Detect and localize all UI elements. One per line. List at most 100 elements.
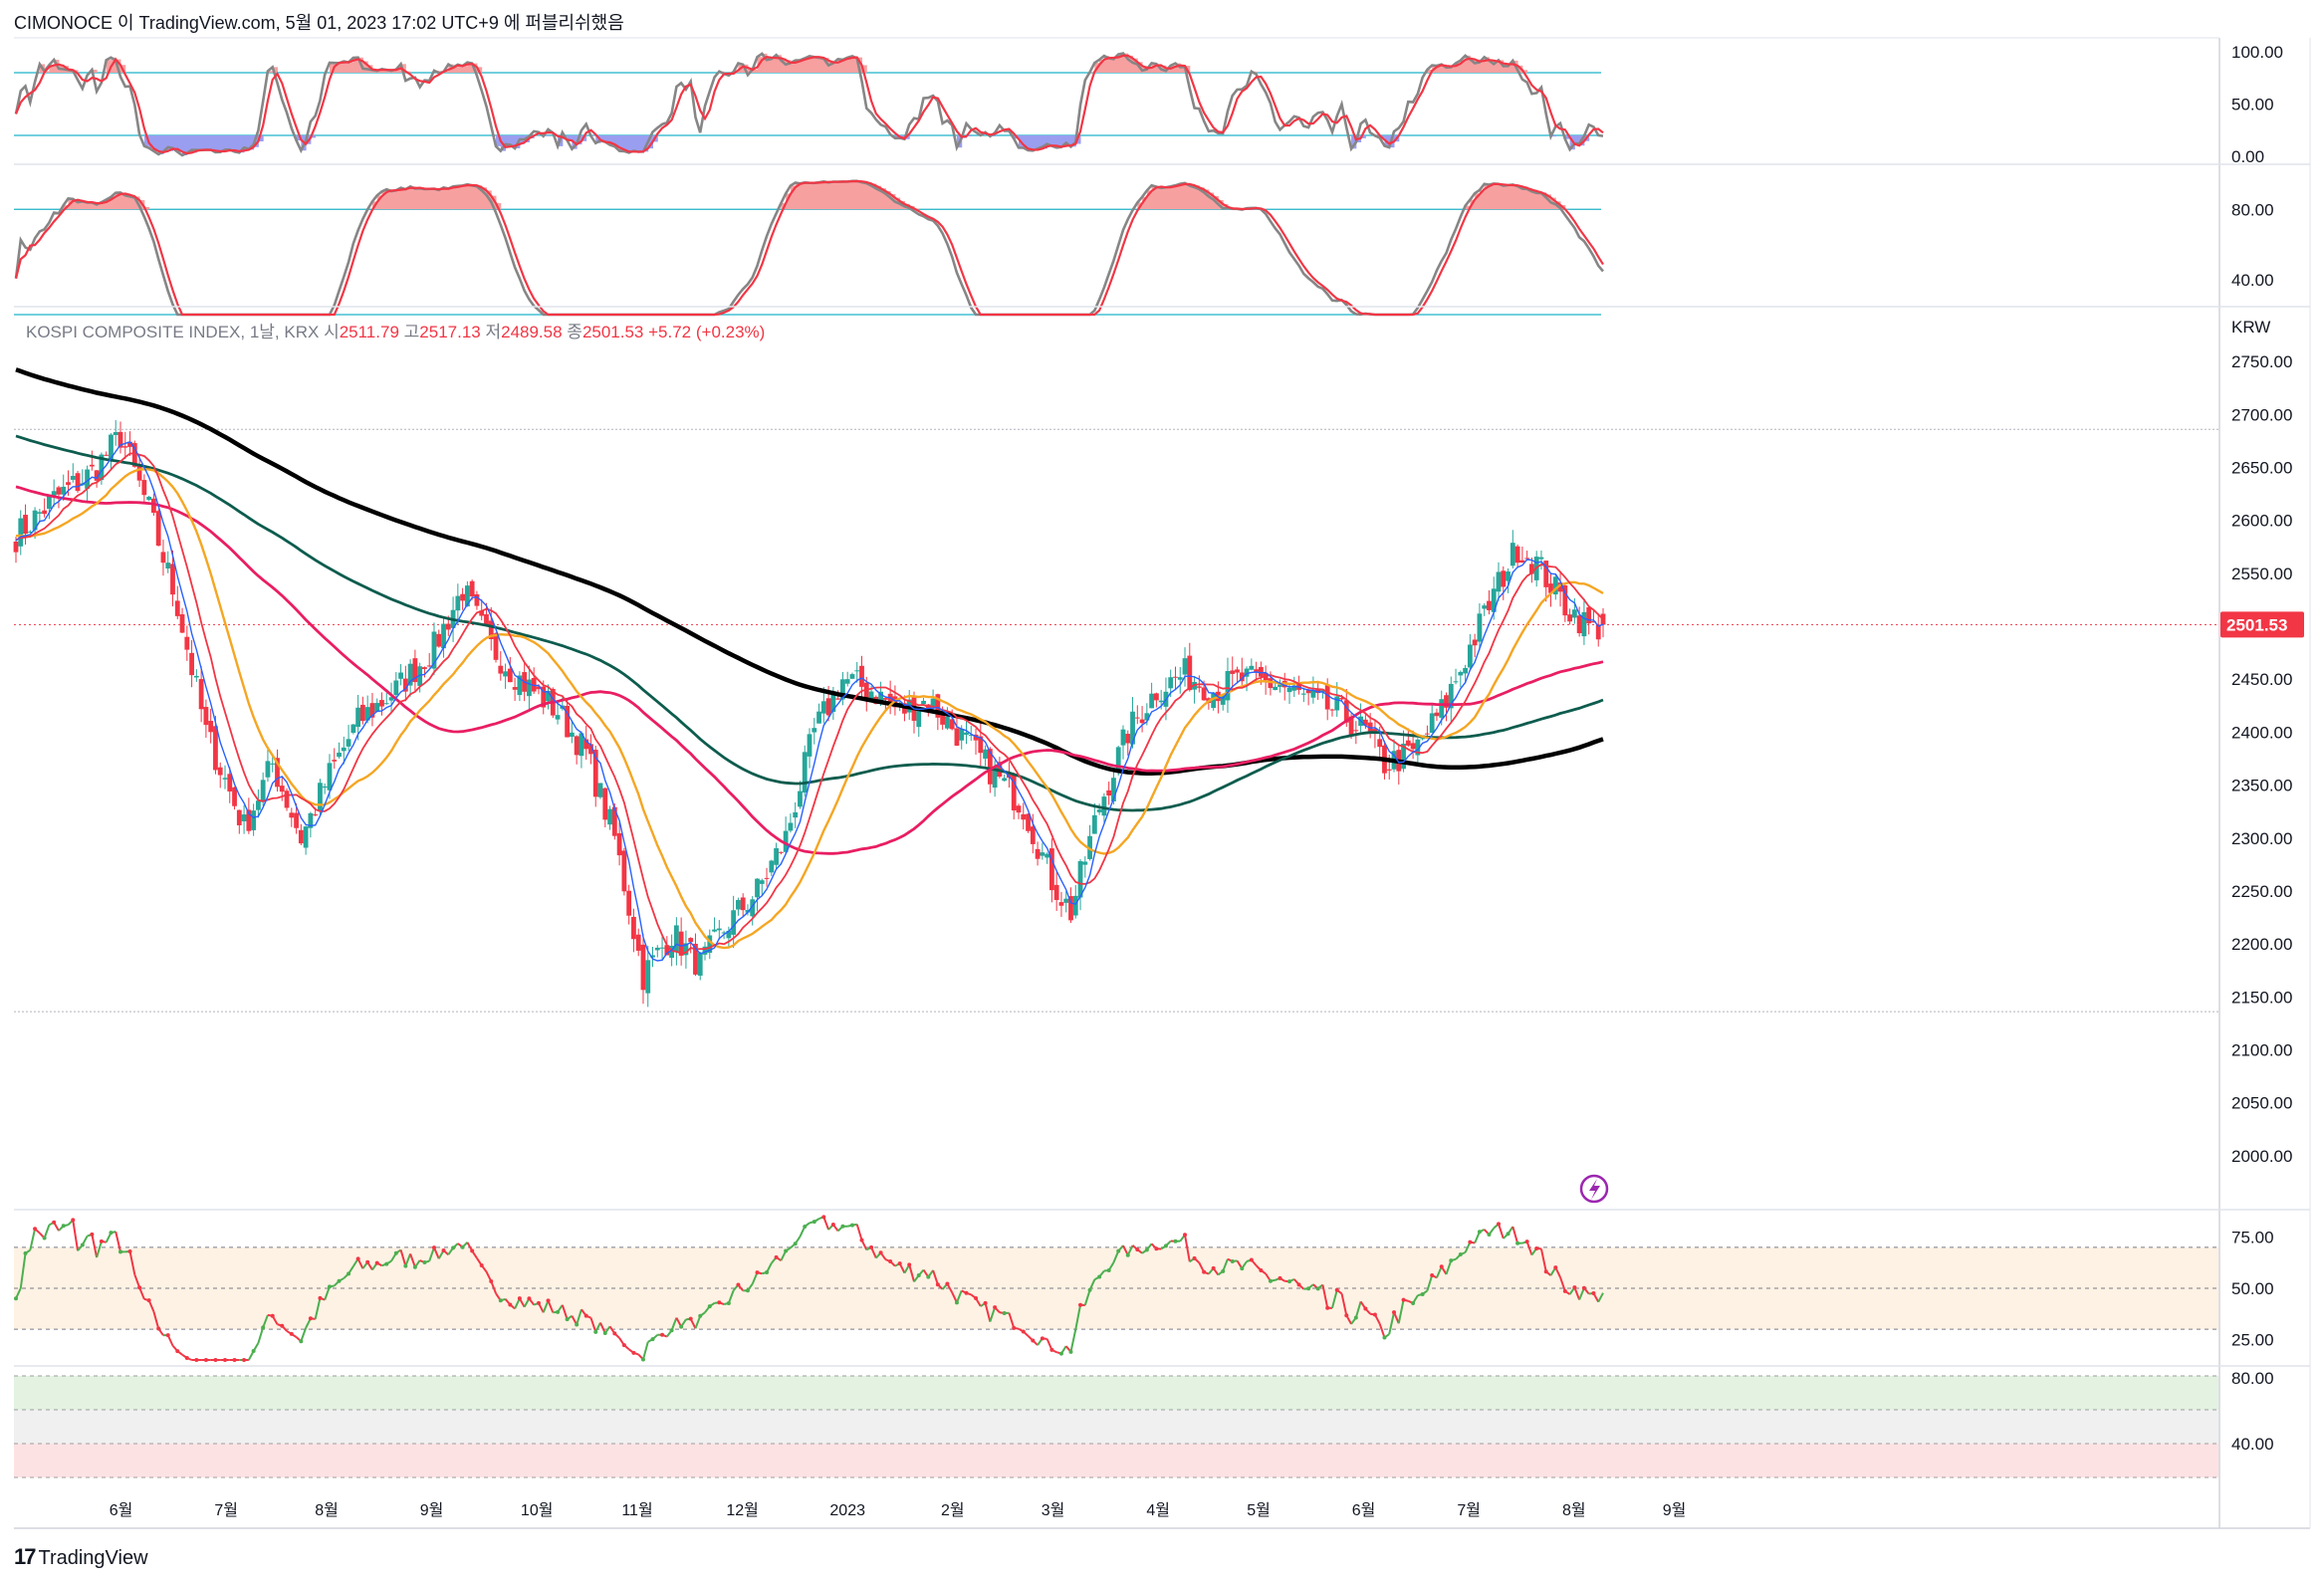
tick-label: 2000.00: [2231, 1147, 2292, 1166]
price-pane[interactable]: [13, 367, 2218, 1013]
candle: [1463, 664, 1468, 682]
candle: [1125, 730, 1131, 756]
candle: [1249, 658, 1255, 671]
candle: [783, 816, 789, 855]
candle: [1557, 571, 1563, 607]
ma-20-line: [15, 468, 1604, 950]
candle: [1562, 582, 1568, 622]
candle: [640, 933, 646, 1005]
candle: [517, 671, 523, 702]
candle: [341, 736, 347, 765]
candle: [104, 451, 110, 457]
candle: [916, 709, 922, 738]
rsi-pane[interactable]: [14, 1215, 2218, 1362]
ma-200-line: [15, 367, 1604, 776]
candle: [355, 695, 361, 741]
tick-label: 25.00: [2231, 1330, 2274, 1349]
candle: [383, 693, 389, 705]
tick-label: 2450.00: [2231, 670, 2292, 689]
candle: [503, 663, 508, 689]
candle: [455, 583, 461, 625]
candle: [203, 699, 209, 739]
candle: [1524, 551, 1530, 560]
candle: [750, 896, 756, 926]
candle: [436, 629, 442, 648]
candle: [778, 851, 784, 855]
candle: [165, 551, 171, 573]
candle: [42, 498, 48, 518]
time-label: 8월: [315, 1501, 339, 1519]
candle: [18, 510, 24, 556]
candle: [1048, 838, 1054, 903]
candle: [1586, 606, 1592, 635]
candle: [1002, 774, 1008, 782]
candle: [673, 917, 679, 966]
candle: [769, 859, 775, 876]
tick-label: 50.00: [2231, 96, 2274, 114]
candle: [469, 579, 475, 600]
candle: [816, 703, 821, 724]
time-label: 9월: [420, 1501, 444, 1519]
candle: [303, 825, 309, 855]
candle: [260, 772, 266, 806]
candle: [1552, 573, 1558, 600]
candle: [222, 765, 228, 790]
candle: [707, 929, 713, 960]
tick-label: 2250.00: [2231, 882, 2292, 901]
time-label: 10월: [521, 1501, 554, 1519]
candle: [1448, 676, 1454, 723]
change-value: +5.72 (+0.23%): [648, 323, 766, 341]
candle: [1444, 692, 1449, 722]
candle: [1053, 872, 1059, 911]
candle: [1187, 642, 1193, 692]
candle: [1007, 762, 1012, 788]
candle: [1173, 666, 1178, 690]
candle: [527, 665, 532, 712]
candle: [232, 787, 237, 810]
candle: [759, 878, 765, 895]
candle: [840, 672, 845, 706]
candle: [1068, 887, 1073, 924]
candle: [407, 659, 413, 697]
candle: [1182, 647, 1188, 687]
close-label: 종: [567, 323, 582, 341]
candle: [1595, 613, 1601, 647]
tradingview-logo[interactable]: 17 TradingView: [14, 1544, 148, 1570]
bottom-indicator-pane[interactable]: [14, 1375, 2218, 1478]
candle: [507, 656, 513, 683]
stochastic-pane-top[interactable]: [14, 52, 1604, 157]
tick-label: 50.00: [2231, 1279, 2274, 1298]
candle: [1220, 693, 1226, 711]
candle: [431, 622, 437, 675]
candle: [1096, 803, 1102, 815]
candle: [1472, 633, 1478, 658]
candle: [85, 465, 90, 503]
candle: [849, 672, 855, 680]
candle: [136, 454, 142, 488]
candle: [650, 946, 655, 968]
candle: [275, 749, 280, 792]
candle: [193, 669, 199, 682]
lightning-icon[interactable]: [1579, 1174, 1609, 1204]
candle: [251, 803, 257, 836]
time-label: 7월: [214, 1501, 238, 1519]
time-label: 6월: [110, 1501, 133, 1519]
candle: [23, 504, 28, 546]
candle: [141, 474, 147, 503]
close-value: 2501.53: [581, 323, 644, 341]
candle: [113, 419, 118, 446]
candle: [1487, 590, 1492, 615]
candle: [1082, 856, 1088, 878]
candle: [531, 667, 537, 694]
candle: [170, 550, 175, 607]
candle: [460, 587, 466, 610]
candle: [1149, 682, 1155, 709]
candle: [213, 716, 218, 775]
candle: [921, 697, 926, 705]
candle: [597, 783, 603, 799]
candle: [1106, 782, 1112, 805]
candle: [712, 917, 717, 933]
stochastic-pane-slow[interactable]: [14, 179, 1604, 317]
candle: [89, 450, 95, 471]
